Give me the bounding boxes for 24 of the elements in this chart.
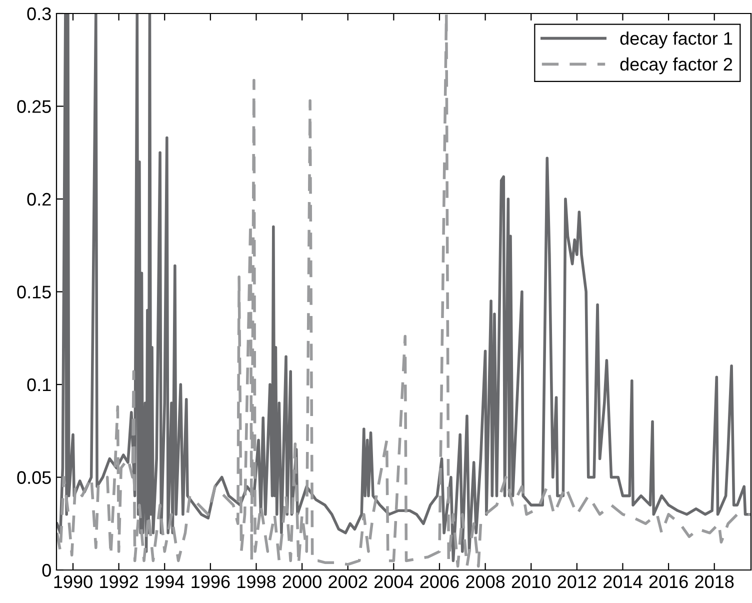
x-tick-label: 2004 [374, 575, 414, 588]
x-tick-label: 2002 [328, 575, 368, 588]
x-tick-label: 2010 [512, 575, 550, 588]
x-tick-label: 2018 [695, 575, 734, 588]
legend-label: decay factor 1 [620, 32, 732, 48]
y-tick-label: 0 [42, 564, 51, 577]
x-tick-label: 1992 [100, 575, 138, 588]
x-tick-label: 1996 [192, 575, 230, 588]
x-tick-label: 2012 [558, 575, 596, 588]
x-tick-label: 1994 [146, 575, 184, 588]
x-tick-label: 2014 [604, 575, 642, 588]
x-tick-label: 2016 [649, 575, 688, 588]
y-tick-label: 0.1 [27, 378, 51, 392]
x-tick-label: 2000 [282, 575, 322, 588]
x-tick-label: 1998 [238, 575, 276, 588]
x-tick-label: 2006 [420, 575, 459, 588]
y-tick-label: 0.15 [17, 286, 51, 298]
y-tick-label: 0.2 [27, 192, 51, 206]
y-tick-label: 0.25 [17, 100, 51, 113]
y-tick-label: 0.3 [27, 7, 51, 20]
x-tick-label: 1990 [54, 575, 92, 588]
legend-label: decay factor 2 [620, 57, 732, 74]
y-tick-label: 0.05 [17, 471, 51, 484]
x-tick-label: 2008 [466, 575, 505, 588]
